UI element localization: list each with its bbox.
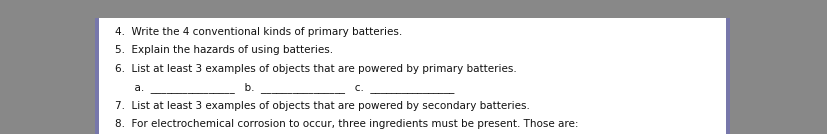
Bar — [726, 18, 730, 134]
Text: 7.  List at least 3 examples of objects that are powered by secondary batteries.: 7. List at least 3 examples of objects t… — [115, 101, 530, 111]
Text: a.  ________________   b.  ________________   c.  ________________: a. ________________ b. ________________ … — [115, 82, 454, 93]
Bar — [95, 18, 730, 134]
Text: 6.  List at least 3 examples of objects that are powered by primary batteries.: 6. List at least 3 examples of objects t… — [115, 64, 517, 74]
Text: 5.  Explain the hazards of using batteries.: 5. Explain the hazards of using batterie… — [115, 45, 333, 55]
Text: 8.  For electrochemical corrosion to occur, three ingredients must be present. T: 8. For electrochemical corrosion to occu… — [115, 119, 579, 129]
Bar — [95, 18, 99, 134]
Text: 4.  Write the 4 conventional kinds of primary batteries.: 4. Write the 4 conventional kinds of pri… — [115, 27, 402, 37]
